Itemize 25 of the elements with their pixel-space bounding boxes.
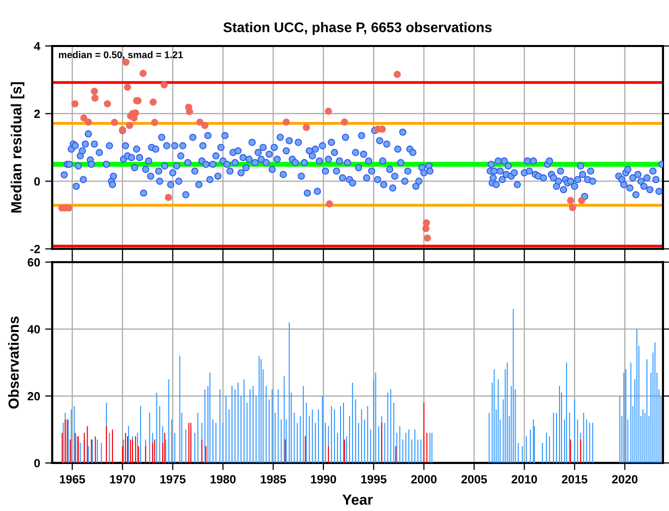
x-tick-label: 2020 <box>612 475 638 484</box>
y-tick-label: 40 <box>27 325 40 334</box>
annotation: median = 0.50, smad = 1.21 <box>58 51 183 60</box>
y-axis-title: Median residual [s] <box>10 82 24 212</box>
x-tick-label: 2010 <box>512 475 537 484</box>
y-tick-label: 2 <box>34 110 40 118</box>
y-tick-label: 20 <box>28 392 40 400</box>
x-tick-label: 1970 <box>110 475 136 484</box>
x-tick-label: 1980 <box>210 475 236 484</box>
x-tick-label: 2015 <box>562 475 588 484</box>
chart-title: Station UCC, phase P, 6653 observations <box>223 22 492 35</box>
x-tick-label: 1975 <box>160 475 186 484</box>
x-axis-title: Year <box>342 494 373 505</box>
x-tick-label: 2000 <box>411 475 437 484</box>
x-tick-label: 1965 <box>60 475 86 484</box>
x-tick-label: 1995 <box>361 475 386 484</box>
y-tick-label: 0 <box>34 177 40 186</box>
x-tick-label: 2005 <box>461 475 487 484</box>
x-tick-label: 1985 <box>260 475 286 484</box>
y-tick-label: -2 <box>30 244 40 254</box>
y-tick-label: 0 <box>34 459 40 468</box>
y-axis-title: Observations <box>8 316 19 409</box>
x-tick-label: 1990 <box>311 475 336 484</box>
y-tick-label: 60 <box>28 258 40 267</box>
y-tick-label: 4 <box>34 42 40 50</box>
